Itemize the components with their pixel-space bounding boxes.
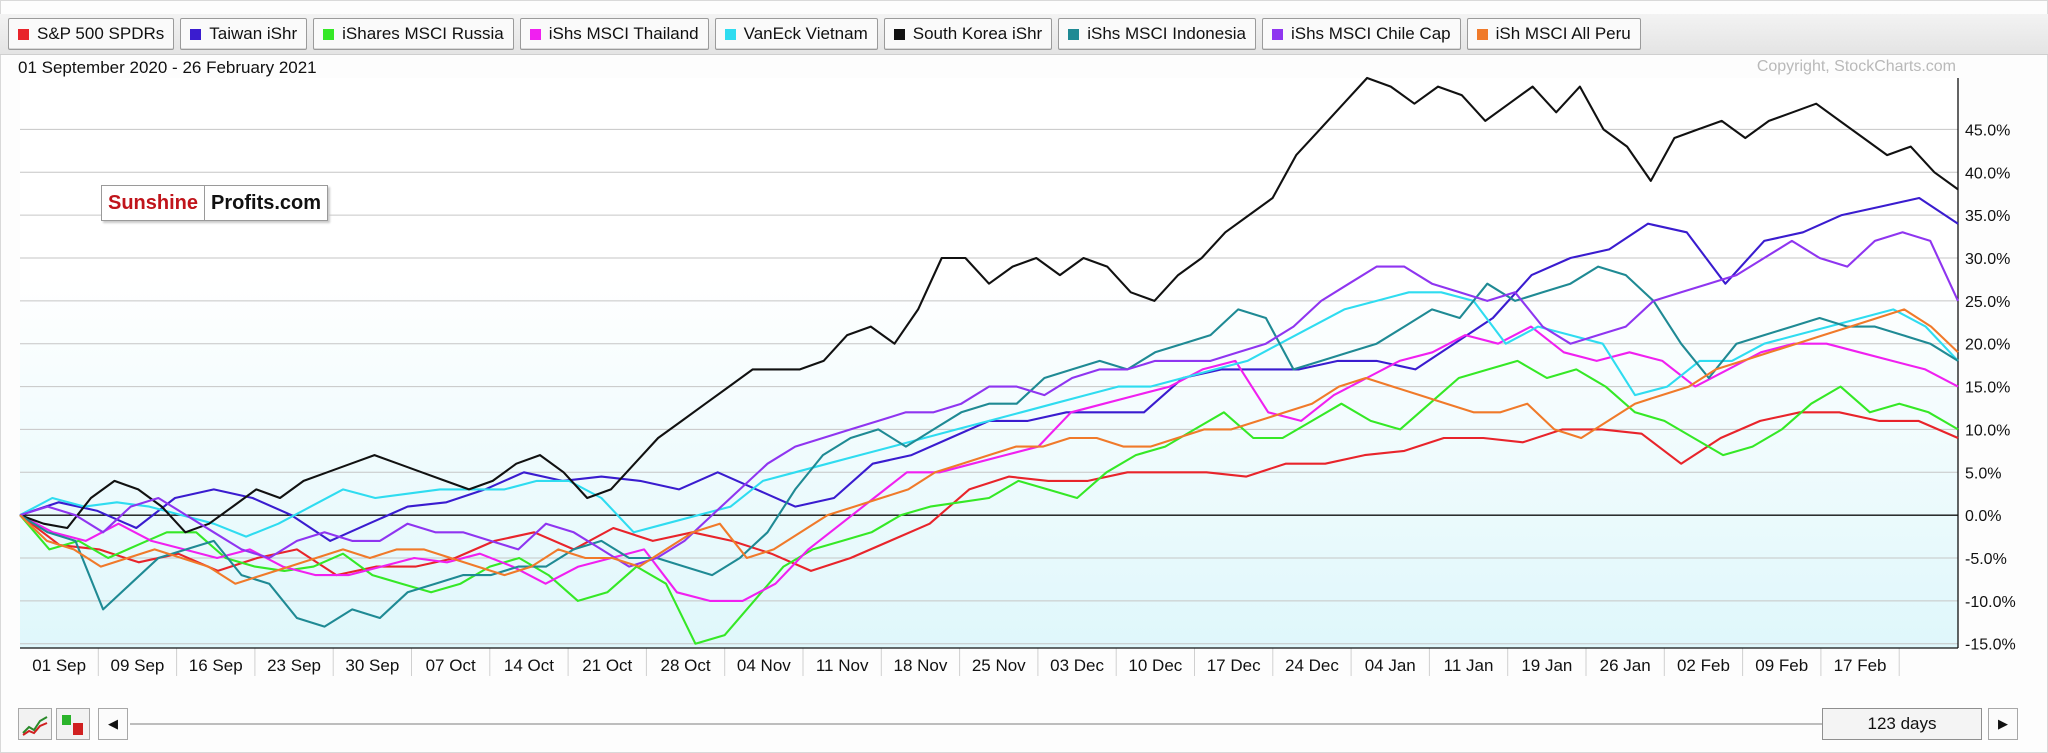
legend-item[interactable]: Taiwan iShr <box>180 18 308 50</box>
y-tick-label: -10.0% <box>1965 594 2016 611</box>
x-tick-label: 11 Nov <box>816 656 869 675</box>
legend-swatch <box>18 28 29 40</box>
left-arrow-icon: ◀ <box>108 716 118 731</box>
x-tick-label: 21 Oct <box>582 656 632 675</box>
legend-swatch <box>529 28 541 40</box>
bottom-toolbar: ◀ 123 days ▶ <box>0 700 2048 750</box>
legend-item[interactable]: iShs MSCI Thailand <box>519 18 709 50</box>
legend-swatch <box>893 28 905 40</box>
legend: S&P 500 SPDRs Taiwan iShr iShares MSCI Rus… <box>8 18 1641 50</box>
scroll-left-button[interactable]: ◀ <box>98 708 128 740</box>
days-label: 123 days <box>1867 714 1937 733</box>
y-tick-label: 15.0% <box>1965 380 2010 397</box>
legend-swatch <box>190 28 202 40</box>
line-chart-icon <box>22 716 48 736</box>
x-tick-label: 25 Nov <box>972 656 1026 675</box>
plot-background <box>20 78 1958 648</box>
legend-item[interactable]: South Korea iShr <box>883 18 1053 50</box>
x-tick-label: 09 Sep <box>111 656 165 675</box>
legend-label: South Korea iShr <box>912 24 1043 43</box>
bar-chart-mode-button[interactable] <box>56 708 90 740</box>
y-tick-label: 0.0% <box>1965 508 2001 525</box>
legend-item[interactable]: iShs MSCI Indonesia <box>1058 18 1256 50</box>
copyright-notice: Copyright, StockCharts.com <box>1756 58 1956 75</box>
legend-label: iShs MSCI Chile Cap <box>1290 24 1451 43</box>
x-tick-label: 17 Feb <box>1834 656 1887 675</box>
legend-swatch <box>323 28 335 40</box>
legend-item[interactable]: S&P 500 SPDRs <box>8 18 175 50</box>
x-tick-label: 10 Dec <box>1128 656 1182 675</box>
legend-swatch <box>1068 28 1080 40</box>
series-line <box>19 265 1959 628</box>
y-tick-label: 5.0% <box>1965 465 2001 482</box>
timeline-scroll-handle[interactable]: 123 days <box>1822 708 1982 740</box>
x-tick-label: 04 Nov <box>737 656 791 675</box>
legend-label: iSh MSCI All Peru <box>1495 24 1631 43</box>
x-tick-label: 14 Oct <box>504 656 554 675</box>
series-line <box>19 325 1959 602</box>
series-line <box>19 231 1959 568</box>
series-line <box>19 411 1959 577</box>
y-tick-label: 45.0% <box>1965 122 2010 139</box>
x-tick-label: 28 Oct <box>661 656 711 675</box>
y-tick-label: -15.0% <box>1965 637 2016 654</box>
x-tick-label: 02 Feb <box>1677 656 1730 675</box>
legend-item[interactable]: iShares MSCI Russia <box>313 18 514 50</box>
y-tick-label: 40.0% <box>1965 165 2010 182</box>
x-tick-label: 16 Sep <box>189 656 243 675</box>
legend-swatch <box>1476 28 1488 40</box>
logo-part-profits: Profits.com <box>211 191 322 214</box>
y-tick-label: 20.0% <box>1965 337 2010 354</box>
x-tick-label: 30 Sep <box>345 656 399 675</box>
y-tick-label: 25.0% <box>1965 294 2010 311</box>
x-tick-label: 01 Sep <box>32 656 86 675</box>
x-tick-label: 09 Feb <box>1755 656 1808 675</box>
x-tick-label: 17 Dec <box>1207 656 1261 675</box>
x-tick-label: 26 Jan <box>1600 656 1651 675</box>
legend-label: iShs MSCI Indonesia <box>1087 24 1246 43</box>
x-tick-label: 19 Jan <box>1521 656 1572 675</box>
date-range: 01 September 2020 - 26 February 2021 <box>18 58 317 77</box>
series-line <box>19 291 1959 538</box>
x-tick-label: 03 Dec <box>1050 656 1104 675</box>
series-line <box>19 359 1959 645</box>
legend-label: Taiwan iShr <box>209 24 298 43</box>
logo-part-sunshine: Sunshine <box>102 186 206 220</box>
x-tick-label: 11 Jan <box>1444 656 1494 675</box>
right-arrow-icon: ▶ <box>1998 716 2008 731</box>
legend-swatch <box>1271 28 1283 40</box>
line-chart-mode-button[interactable] <box>18 708 52 740</box>
legend-item[interactable]: iSh MSCI All Peru <box>1466 18 1641 50</box>
legend-label: iShares MSCI Russia <box>342 24 504 43</box>
legend-swatch <box>724 28 736 40</box>
legend-label: VanEck Vietnam <box>743 24 868 43</box>
x-tick-label: 18 Nov <box>894 656 948 675</box>
x-tick-label: 04 Jan <box>1365 656 1416 675</box>
legend-label: S&P 500 SPDRs <box>37 24 165 43</box>
bar-chart-icon <box>62 715 83 735</box>
series-line <box>19 76 1959 534</box>
y-tick-label: 35.0% <box>1965 208 2010 225</box>
x-tick-label: 24 Dec <box>1285 656 1339 675</box>
legend-item[interactable]: VanEck Vietnam <box>714 18 878 50</box>
y-tick-label: 30.0% <box>1965 251 2010 268</box>
series-line <box>19 308 1959 585</box>
x-tick-label: 23 Sep <box>267 656 321 675</box>
legend-label: iShs MSCI Thailand <box>548 24 699 43</box>
x-tick-label: 07 Oct <box>426 656 476 675</box>
y-tick-label: 10.0% <box>1965 422 2010 439</box>
scroll-right-button[interactable]: ▶ <box>1988 708 2018 740</box>
y-tick-label: -5.0% <box>1965 551 2007 568</box>
timeline-scroll-track[interactable] <box>130 723 1822 725</box>
sunshine-profits-logo: Sunshine Profits.com <box>101 185 329 221</box>
legend-item[interactable]: iShs MSCI Chile Cap <box>1261 18 1461 50</box>
